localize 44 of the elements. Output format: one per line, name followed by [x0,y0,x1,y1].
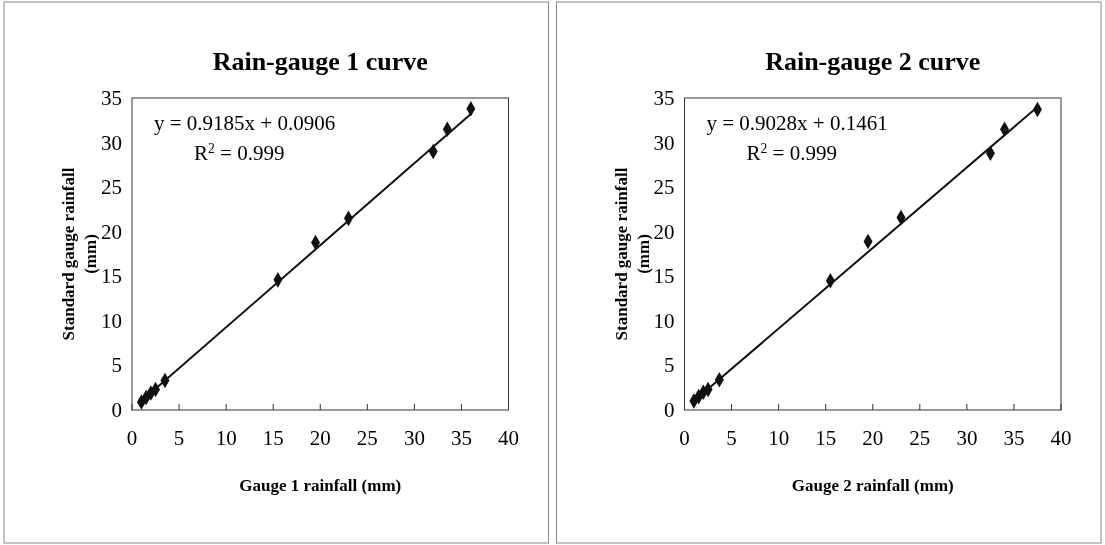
y-tick-label: 20 [653,219,675,244]
y-axis-title: Standard gauge rainfall (mm) [611,167,653,341]
y-tick-label: 0 [111,398,122,422]
y-tick-label: 30 [653,130,675,155]
x-tick-label: 15 [262,426,284,450]
annotation: y = 0.9028x + 0.1461 [706,111,888,135]
x-tick-label: 5 [726,426,737,450]
x-axis-title: Gauge 2 rainfall (mm) [791,476,954,495]
y-tick-label: 20 [101,219,122,244]
x-tick-label: 10 [768,426,790,450]
x-tick-label: 20 [309,426,331,450]
chart-title: Rain-gauge 1 curve [212,47,428,76]
x-tick-label: 0 [126,426,138,450]
y-tick-label: 35 [653,86,675,110]
x-tick-label: 15 [815,426,837,450]
x-tick-label: 10 [215,426,237,450]
annotation: R$^{2}$ = 0.999 [746,140,837,165]
x-tick-label: 25 [356,426,378,450]
x-tick-label: 40 [1050,426,1072,450]
x-tick-label: 35 [450,426,472,450]
y-tick-label: 30 [101,130,122,155]
y-tick-label: 35 [101,86,122,110]
y-tick-label: 10 [101,308,122,333]
y-tick-label: 25 [101,175,122,200]
x-tick-label: 25 [909,426,931,450]
annotation: y = 0.9185x + 0.0906 [154,111,336,135]
x-tick-label: 0 [679,426,690,450]
x-tick-label: 30 [956,426,978,450]
y-tick-label: 25 [653,175,675,200]
x-tick-label: 30 [403,426,425,450]
y-tick-label: 15 [101,264,122,289]
y-axis-title: Standard gauge rainfall (mm) [59,167,100,341]
y-tick-label: 0 [664,398,675,422]
y-tick-label: 5 [664,353,675,378]
x-tick-label: 35 [1003,426,1025,450]
annotation: R$^{2}$ = 0.999 [194,140,285,165]
y-tick-label: 15 [653,264,675,289]
x-axis-title: Gauge 1 rainfall (mm) [239,476,402,495]
y-tick-label: 5 [111,353,122,378]
x-tick-label: 5 [173,426,185,450]
x-tick-label: 20 [862,426,884,450]
x-tick-label: 40 [498,426,519,450]
y-tick-label: 10 [653,308,675,333]
chart-title: Rain-gauge 2 curve [765,47,981,76]
